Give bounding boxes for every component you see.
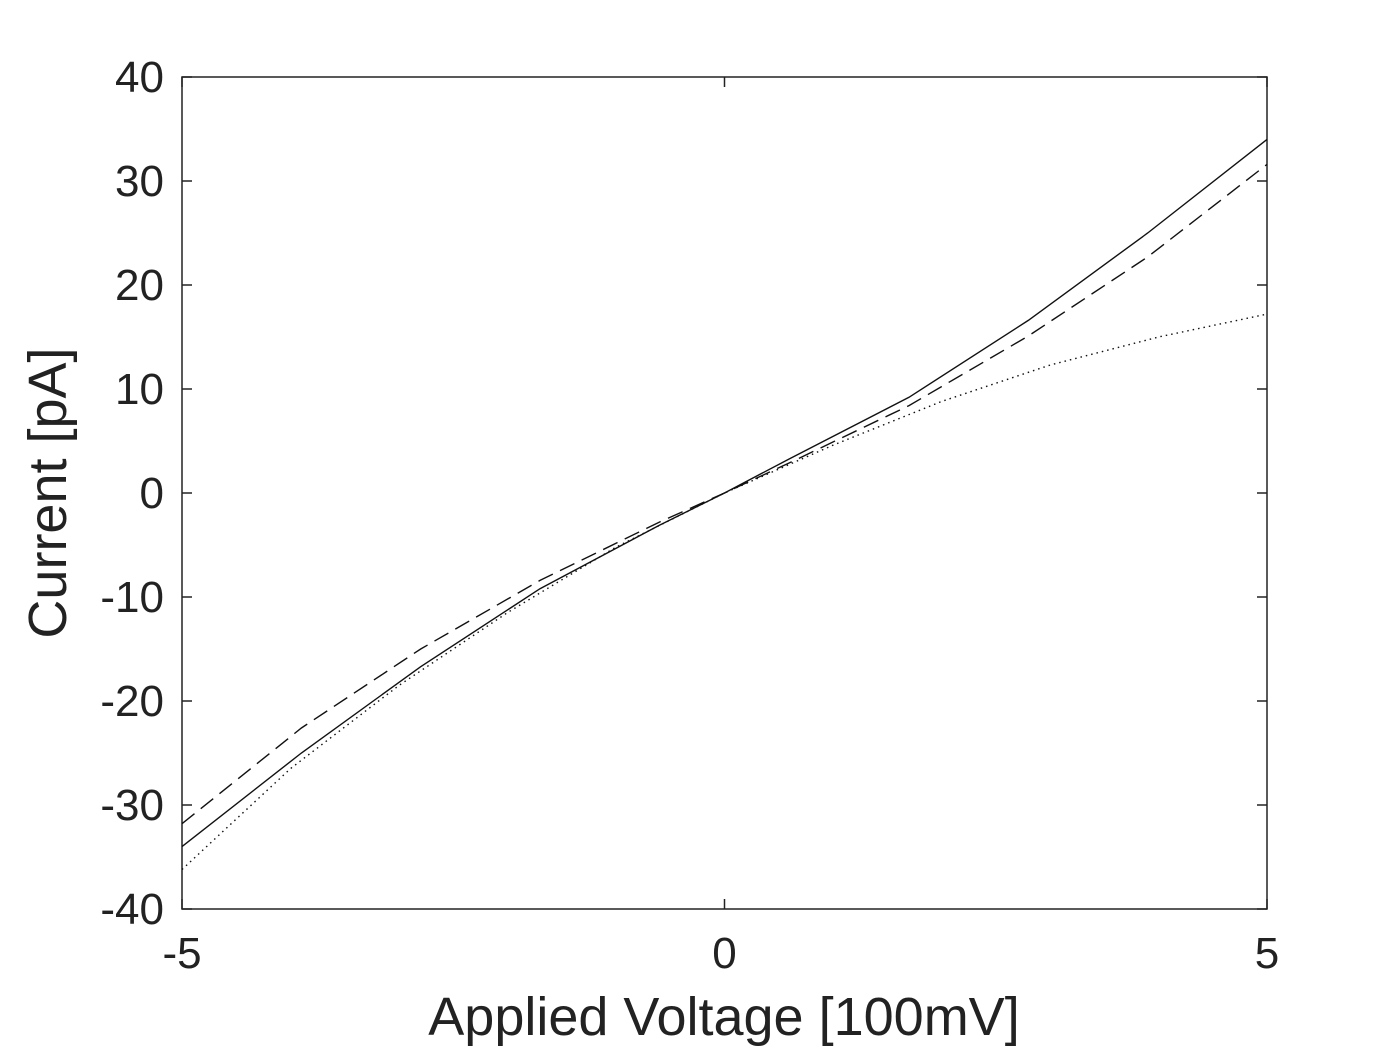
- y-tick-label: -20: [100, 677, 164, 726]
- series-line-dotted: [181, 313, 1268, 871]
- y-tick-label: 30: [115, 157, 164, 206]
- y-tick-label: 20: [115, 261, 164, 310]
- y-tick-label: -40: [100, 885, 164, 934]
- y-tick-label: -10: [100, 573, 164, 622]
- y-tick-label: 10: [115, 365, 164, 414]
- series-line-dashed: [181, 163, 1268, 825]
- x-axis-title: Applied Voltage [100mV]: [428, 987, 1019, 1047]
- data-series: [181, 138, 1268, 871]
- y-tick-label: -30: [100, 781, 164, 830]
- y-tick-label: 40: [115, 53, 164, 102]
- tick-labels: -40 -30 -20 -10 0 10 20 30 40 -5 0 5: [100, 53, 1279, 978]
- x-tick-label: -5: [162, 929, 201, 978]
- x-tick-label: 0: [712, 929, 736, 978]
- y-tick-label: 0: [140, 469, 164, 518]
- y-axis-title: Current [pA]: [18, 347, 78, 638]
- x-tick-label: 5: [1255, 929, 1279, 978]
- axis-ticks: [181, 76, 1268, 910]
